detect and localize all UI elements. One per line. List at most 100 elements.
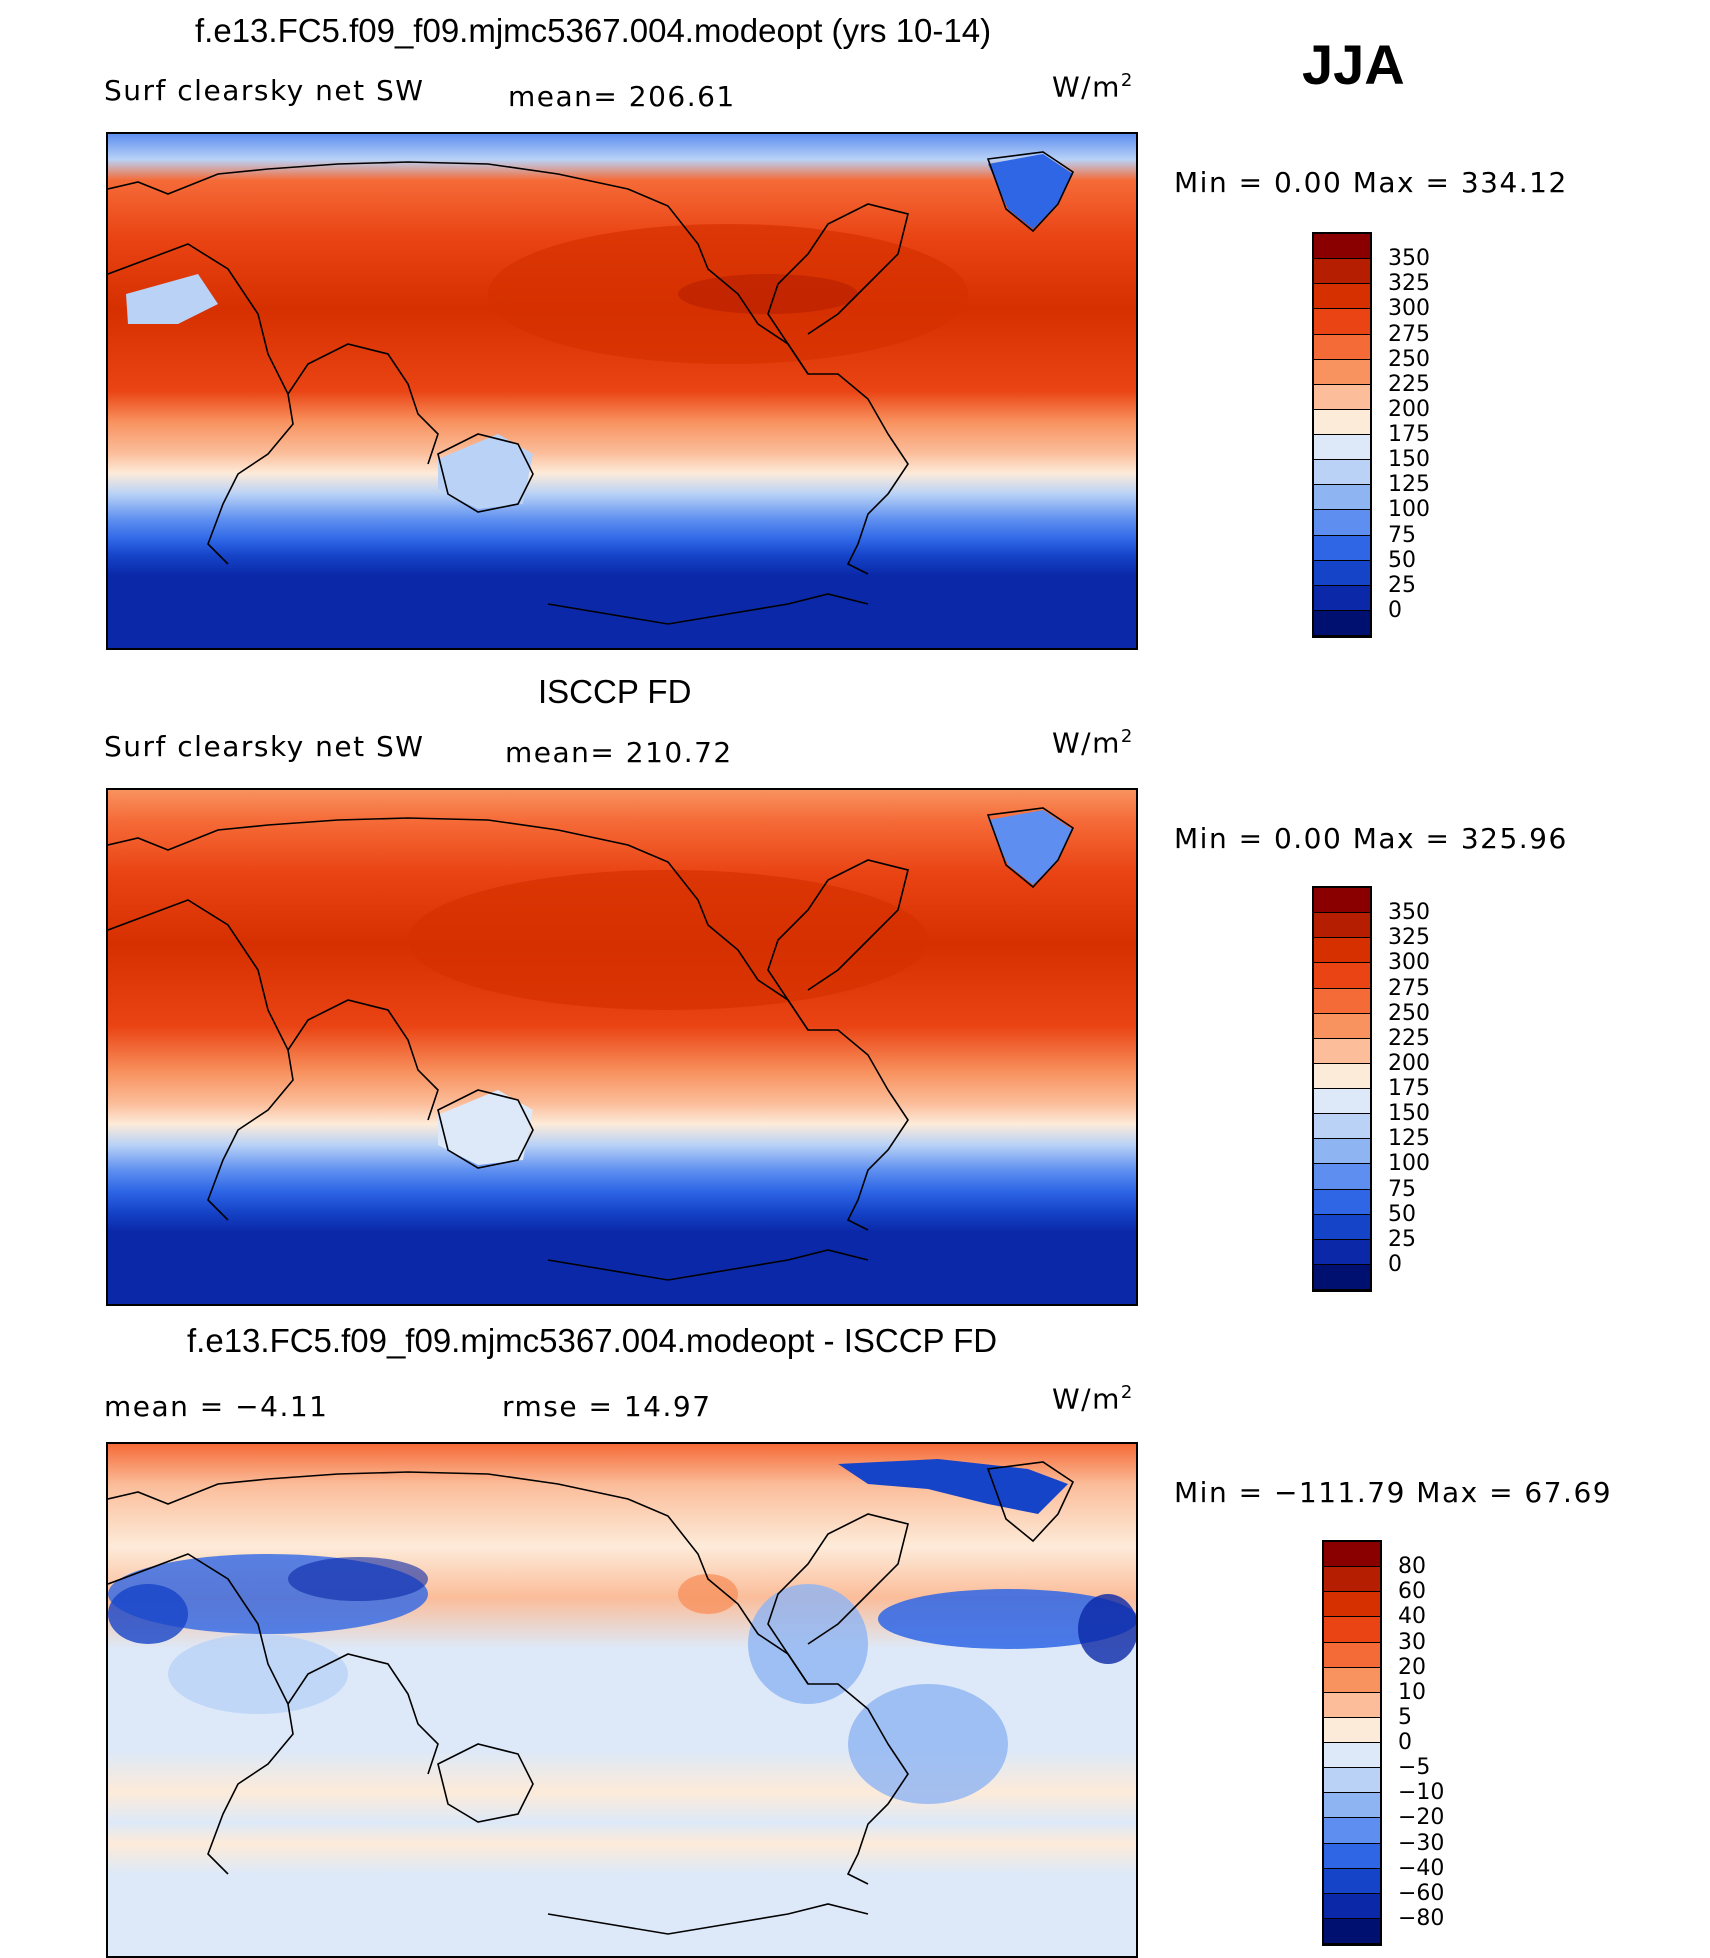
colorbar-swatch (1314, 560, 1370, 586)
colorbar-label: 20 (1398, 1654, 1426, 1680)
panel-3-mean-label: mean = −4.11 (104, 1390, 329, 1423)
colorbar-label: −30 (1398, 1830, 1445, 1856)
colorbar-label: 175 (1388, 422, 1430, 447)
colorbar-swatch (1314, 913, 1370, 939)
colorbar-swatch (1314, 359, 1370, 385)
colorbar-swatch (1314, 234, 1370, 260)
colorbar-label: 5 (1398, 1704, 1412, 1730)
colorbar-swatch (1314, 585, 1370, 611)
panel-2-title: ISCCP FD (538, 673, 692, 710)
colorbar-swatch (1314, 485, 1370, 511)
colorbar-label: 250 (1388, 346, 1430, 372)
panel-1-minmax: Min = 0.00 Max = 334.12 (1174, 166, 1568, 199)
colorbar-label: 0 (1388, 597, 1402, 623)
colorbar-label: 50 (1388, 547, 1416, 573)
colorbar-swatch (1314, 1038, 1370, 1064)
colorbar-label: 175 (1388, 1076, 1430, 1101)
panel-2-map (106, 788, 1138, 1306)
colorbar-swatch (1324, 1918, 1380, 1944)
colorbar-swatch (1314, 1189, 1370, 1215)
panel-3-minmax: Min = −111.79 Max = 67.69 (1174, 1476, 1613, 1509)
colorbar-label: 0 (1388, 1251, 1402, 1277)
colorbar-swatch (1314, 535, 1370, 561)
colorbar-label: 125 (1388, 1126, 1430, 1152)
colorbar-swatch (1324, 1592, 1380, 1618)
colorbar-swatch (1324, 1818, 1380, 1844)
colorbar-swatch (1324, 1793, 1380, 1819)
colorbar-swatch (1314, 610, 1370, 636)
colorbar-swatch (1314, 888, 1370, 914)
season-label: JJA (1302, 33, 1405, 96)
colorbar-label: 125 (1388, 472, 1430, 498)
colorbar-swatch (1324, 1843, 1380, 1869)
colorbar-label: 250 (1388, 1000, 1430, 1026)
colorbar-label: 275 (1388, 321, 1430, 347)
colorbar-label: 50 (1388, 1201, 1416, 1227)
colorbar-label: 200 (1388, 1050, 1430, 1076)
colorbar-swatch (1314, 1214, 1370, 1240)
colorbar-label: 150 (1388, 447, 1430, 473)
colorbar-swatch (1324, 1768, 1380, 1794)
colorbar-label: 350 (1388, 900, 1430, 926)
colorbar-swatch (1324, 1642, 1380, 1668)
panel-1-variable-label: Surf clearsky net SW (104, 74, 425, 107)
panel-1-units: W/m2 (1052, 70, 1134, 104)
colorbar-swatch (1314, 938, 1370, 964)
colorbar-swatch (1314, 384, 1370, 410)
colorbar-swatch (1324, 1717, 1380, 1743)
colorbar-label: −80 (1398, 1905, 1445, 1931)
colorbar-swatch (1314, 510, 1370, 536)
colorbar-swatch (1314, 1239, 1370, 1265)
colorbar-label: −40 (1398, 1855, 1445, 1881)
colorbar-swatch (1314, 284, 1370, 310)
colorbar-swatch (1324, 1567, 1380, 1593)
colorbar-swatch (1314, 1114, 1370, 1140)
colorbar-label: −10 (1398, 1780, 1445, 1806)
panel-3-title: f.e13.FC5.f09_f09.mjmc5367.004.modeopt -… (187, 1322, 998, 1359)
panel-3-rmse-label: rmse = 14.97 (502, 1390, 712, 1423)
colorbar-label: 75 (1388, 1176, 1416, 1202)
colorbar-swatch (1314, 309, 1370, 335)
panel-2-units: W/m2 (1052, 726, 1134, 760)
panel-1-mean-label: mean= 206.61 (508, 80, 736, 113)
panel-1-colorbar (1312, 232, 1372, 638)
colorbar-label: 100 (1388, 497, 1430, 523)
colorbar-swatch (1324, 1667, 1380, 1693)
colorbar-label: 25 (1388, 572, 1416, 598)
panel-1-map (106, 132, 1138, 650)
colorbar-label: 25 (1388, 1226, 1416, 1252)
colorbar-label: 100 (1388, 1151, 1430, 1177)
colorbar-swatch (1324, 1743, 1380, 1769)
panel-2-mean-label: mean= 210.72 (505, 736, 733, 769)
colorbar-swatch (1314, 988, 1370, 1014)
panel-2-colorbar (1312, 886, 1372, 1292)
colorbar-label: 10 (1398, 1679, 1426, 1705)
colorbar-swatch (1314, 460, 1370, 486)
panel-2-variable-label: Surf clearsky net SW (104, 730, 425, 763)
colorbar-label: 300 (1388, 950, 1430, 976)
colorbar-label: 60 (1398, 1579, 1426, 1605)
colorbar-label: 150 (1388, 1101, 1430, 1127)
colorbar-swatch (1324, 1692, 1380, 1718)
panel-3-map (106, 1442, 1138, 1958)
colorbar-label: 325 (1388, 271, 1430, 297)
colorbar-label: 300 (1388, 296, 1430, 322)
panel-1-title: f.e13.FC5.f09_f09.mjmc5367.004.modeopt (… (195, 12, 992, 49)
colorbar-label: −60 (1398, 1880, 1445, 1906)
colorbar-label: 200 (1388, 396, 1430, 422)
colorbar-swatch (1314, 435, 1370, 461)
colorbar-label: 40 (1398, 1604, 1426, 1630)
panel-3-colorbar (1322, 1540, 1382, 1946)
colorbar-swatch (1314, 963, 1370, 989)
colorbar-swatch (1314, 1164, 1370, 1190)
panel-3-units: W/m2 (1052, 1382, 1134, 1416)
colorbar-swatch (1324, 1617, 1380, 1643)
colorbar-swatch (1314, 1264, 1370, 1290)
colorbar-label: 225 (1388, 1025, 1430, 1051)
colorbar-label: 325 (1388, 925, 1430, 951)
colorbar-swatch (1324, 1893, 1380, 1919)
colorbar-swatch (1314, 409, 1370, 435)
colorbar-label: 225 (1388, 371, 1430, 397)
colorbar-swatch (1314, 259, 1370, 285)
colorbar-label: 30 (1398, 1629, 1426, 1655)
